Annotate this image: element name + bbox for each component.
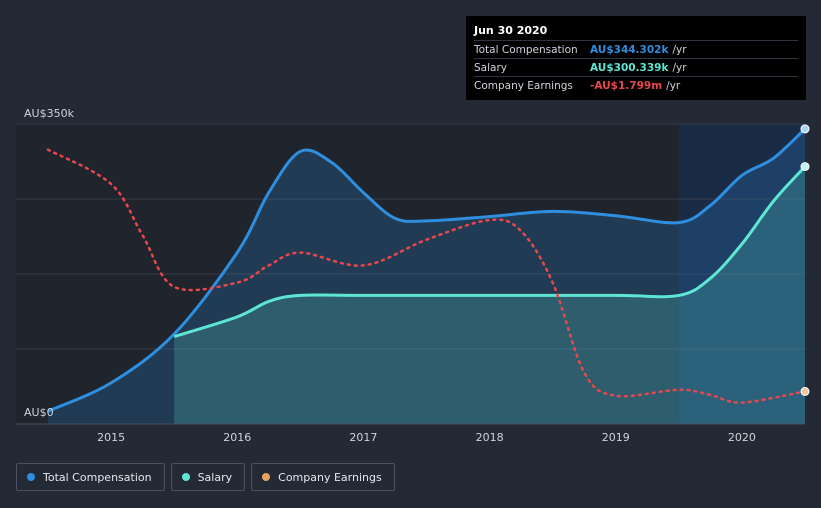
x-tick-label: 2017 <box>349 431 377 444</box>
legend-dot-icon <box>181 473 190 481</box>
legend-item-company-earnings[interactable]: Company Earnings <box>251 463 395 491</box>
tooltip-label: Salary <box>474 61 507 74</box>
tooltip-date: Jun 30 2020 <box>474 24 548 37</box>
x-tick-label: 2020 <box>728 431 756 444</box>
y-axis-max-label: AU$350k <box>24 107 75 120</box>
tooltip-value: -AU$1.799m <box>590 79 663 92</box>
legend-label: Company Earnings <box>278 470 382 484</box>
legend: Total Compensation Salary Company Earnin… <box>16 463 401 491</box>
tooltip: Jun 30 2020 Total Compensation AU$344.30… <box>466 16 806 100</box>
tooltip-value: AU$344.302k <box>590 43 669 56</box>
tooltip-unit: /yr <box>672 61 687 74</box>
total-compensation-area <box>48 128 805 424</box>
tooltip-value: AU$300.339k <box>590 61 669 74</box>
x-tick-label: 2018 <box>476 431 504 444</box>
tooltip-label: Company Earnings <box>474 79 573 92</box>
x-tick-label: 2015 <box>97 431 125 444</box>
salary-line <box>173 165 807 339</box>
legend-item-total-compensation[interactable]: Total Compensation <box>16 463 165 491</box>
company-earnings-endpoint[interactable] <box>800 386 810 396</box>
x-axis-ticks: 2015 2016 2017 2018 2019 2020 <box>97 431 756 444</box>
salary-area <box>174 166 805 424</box>
x-tick-label: 2019 <box>602 431 630 444</box>
series-areas <box>48 128 805 424</box>
tooltip-row-earnings: Company Earnings -AU$1.799m /yr <box>474 76 798 94</box>
tooltip-row-salary: Salary AU$300.339k /yr <box>474 58 798 76</box>
tooltip-unit: /yr <box>672 43 687 56</box>
x-tick-label: 2016 <box>223 431 251 444</box>
series-endpoints <box>800 124 810 396</box>
legend-label: Salary <box>197 470 233 484</box>
total-compensation-endpoint[interactable] <box>800 124 810 134</box>
tooltip-unit: /yr <box>666 79 681 92</box>
legend-item-salary[interactable]: Salary <box>170 463 246 491</box>
company-earnings-line <box>46 148 807 404</box>
tooltip-row-total: Total Compensation AU$344.302k /yr <box>474 40 798 58</box>
tooltip-label: Total Compensation <box>474 43 578 56</box>
series-lines <box>46 127 807 413</box>
total-compensation-line <box>47 127 807 413</box>
legend-dot-icon <box>27 473 35 481</box>
legend-label: Total Compensation <box>43 470 152 484</box>
legend-dot-icon <box>262 473 271 481</box>
y-axis-min-label: AU$0 <box>24 406 54 419</box>
salary-endpoint[interactable] <box>800 162 810 172</box>
